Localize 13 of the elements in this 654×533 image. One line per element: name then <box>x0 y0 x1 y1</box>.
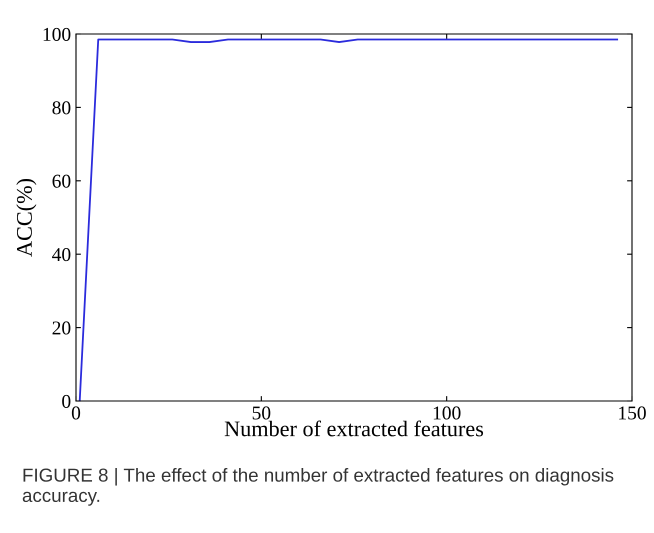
y-tick-label: 20 <box>52 321 70 335</box>
x-tick-label: 0 <box>72 406 80 420</box>
y-tick-label: 0 <box>62 394 70 408</box>
x-tick-label: 50 <box>252 406 270 420</box>
y-tick-label: 60 <box>52 174 70 188</box>
y-tick-label: 40 <box>52 248 70 262</box>
x-tick-label: 100 <box>434 406 461 420</box>
caption: FIGURE 8 | The effect of the number of extracted features on diagnosis accuracy. <box>22 468 614 506</box>
x-axis-title: Number of extracted features <box>224 420 484 436</box>
x-tick-label: 150 <box>619 406 646 420</box>
y-tick-label: 80 <box>52 101 70 114</box>
y-axis-title: ACC(%) <box>16 178 36 257</box>
y-tick-label: 100 <box>44 28 70 41</box>
